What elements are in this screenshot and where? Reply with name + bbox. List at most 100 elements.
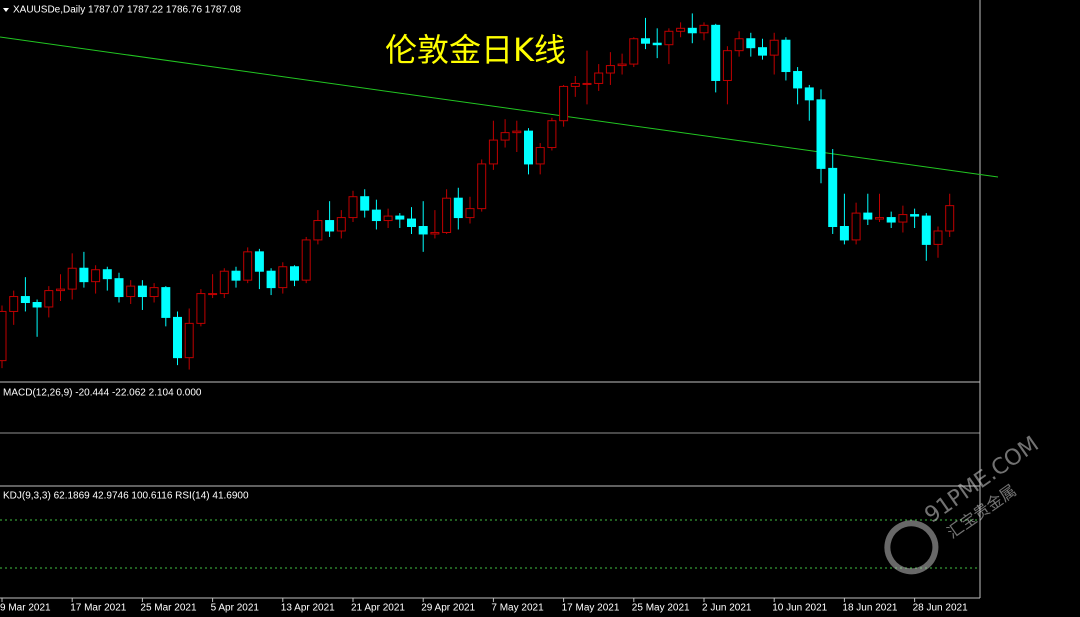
watermark: 91PME.COM 汇宝贵金属 xyxy=(884,432,1044,575)
candle-body xyxy=(20,296,30,304)
candle-body xyxy=(266,270,276,289)
x-tick-label: 28 Jun 2021 xyxy=(913,603,968,614)
candle-body xyxy=(535,147,545,165)
candle-body xyxy=(371,209,381,222)
x-tick-label: 17 May 2021 xyxy=(562,603,620,614)
candle-body xyxy=(641,38,650,44)
candle-body xyxy=(734,38,744,52)
candle-body xyxy=(945,205,955,232)
candle-body xyxy=(313,220,323,241)
candle-body xyxy=(863,212,873,220)
candle-body xyxy=(488,139,498,165)
macd-label: MACD(12,26,9) -20.444 -22.062 2.104 0.00… xyxy=(3,388,202,399)
candle-body xyxy=(769,39,779,56)
candle-body xyxy=(91,269,101,283)
candle-body xyxy=(617,63,627,67)
trend-line xyxy=(0,36,999,178)
candle-body xyxy=(360,196,370,211)
candle-body xyxy=(278,266,288,289)
x-tick-label: 5 Apr 2021 xyxy=(211,603,260,614)
candle-body xyxy=(184,322,194,359)
candle-body xyxy=(325,220,335,232)
candle-body xyxy=(828,167,838,228)
candle-body xyxy=(196,293,206,324)
candle-body xyxy=(219,270,229,295)
candle-body xyxy=(524,130,533,165)
candle-body xyxy=(290,266,299,281)
candle-body xyxy=(804,87,814,101)
candle-body xyxy=(582,82,592,85)
candle-body xyxy=(56,288,65,292)
candle-body xyxy=(208,293,218,296)
candle-body xyxy=(67,267,77,290)
candle-body xyxy=(161,287,171,318)
x-tick-label: 9 Mar 2021 xyxy=(0,603,51,614)
candle-body xyxy=(173,316,182,359)
x-tick-label: 10 Jun 2021 xyxy=(772,603,827,614)
candles xyxy=(0,13,955,370)
candle-body xyxy=(137,285,147,298)
candle-body xyxy=(79,267,89,283)
candle-body xyxy=(594,72,604,84)
candle-body xyxy=(44,290,54,308)
x-tick-label: 2 Jun 2021 xyxy=(702,603,752,614)
symbol-header: XAUUSDe,Daily 1787.07 1787.22 1786.76 17… xyxy=(13,5,241,16)
candle-body xyxy=(231,270,241,281)
chart-title: 伦敦金日K线 xyxy=(385,31,566,69)
candle-body xyxy=(9,296,19,312)
watermark-logo xyxy=(884,520,939,575)
candle-body xyxy=(430,231,440,235)
candle-body xyxy=(746,38,756,49)
x-tick-label: 7 May 2021 xyxy=(491,603,544,614)
candle-body xyxy=(500,132,510,141)
candle-body xyxy=(453,197,463,219)
candle-body xyxy=(512,130,522,134)
candle-body xyxy=(875,217,884,220)
candle-body xyxy=(793,71,803,89)
candle-body xyxy=(0,310,7,362)
candle-body xyxy=(126,285,136,298)
candle-body xyxy=(664,30,674,46)
candle-body xyxy=(933,230,943,245)
candle-body xyxy=(149,287,159,298)
candle-body xyxy=(676,27,686,32)
candle-body xyxy=(570,82,580,87)
candle-body xyxy=(336,217,346,232)
candle-body xyxy=(254,251,264,272)
candle-body xyxy=(383,215,393,222)
candle-body xyxy=(32,302,42,308)
candle-body xyxy=(395,215,405,220)
candle-body xyxy=(699,24,709,34)
x-tick-label: 21 Apr 2021 xyxy=(351,603,405,614)
candle-body xyxy=(758,47,767,56)
symbol-menu-icon[interactable] xyxy=(3,8,9,12)
x-tick-label: 25 Mar 2021 xyxy=(140,603,197,614)
x-tick-label: 25 May 2021 xyxy=(632,603,690,614)
x-tick-label: 29 Apr 2021 xyxy=(421,603,475,614)
candle-body xyxy=(711,24,721,81)
candle-body xyxy=(114,278,124,298)
candle-body xyxy=(407,218,416,228)
candle-body xyxy=(243,251,253,281)
candle-body xyxy=(418,226,428,235)
candle-body xyxy=(816,99,826,169)
x-tick-label: 13 Apr 2021 xyxy=(281,603,335,614)
candle-body xyxy=(102,269,112,280)
candle-body xyxy=(477,163,487,210)
candle-body xyxy=(886,217,896,223)
candle-body xyxy=(605,65,615,74)
candle-body xyxy=(898,214,908,223)
candle-body xyxy=(781,39,791,73)
candle-body xyxy=(442,197,452,233)
x-tick-label: 18 Jun 2021 xyxy=(842,603,897,614)
candle-body xyxy=(301,239,311,281)
candle-body xyxy=(465,208,475,219)
candle-body xyxy=(348,196,358,219)
candle-body xyxy=(839,226,849,241)
candle-body xyxy=(652,42,662,46)
x-tick-label: 17 Mar 2021 xyxy=(70,603,127,614)
candle-body xyxy=(559,85,569,122)
candle-body xyxy=(910,214,920,217)
candle-body xyxy=(722,50,732,81)
